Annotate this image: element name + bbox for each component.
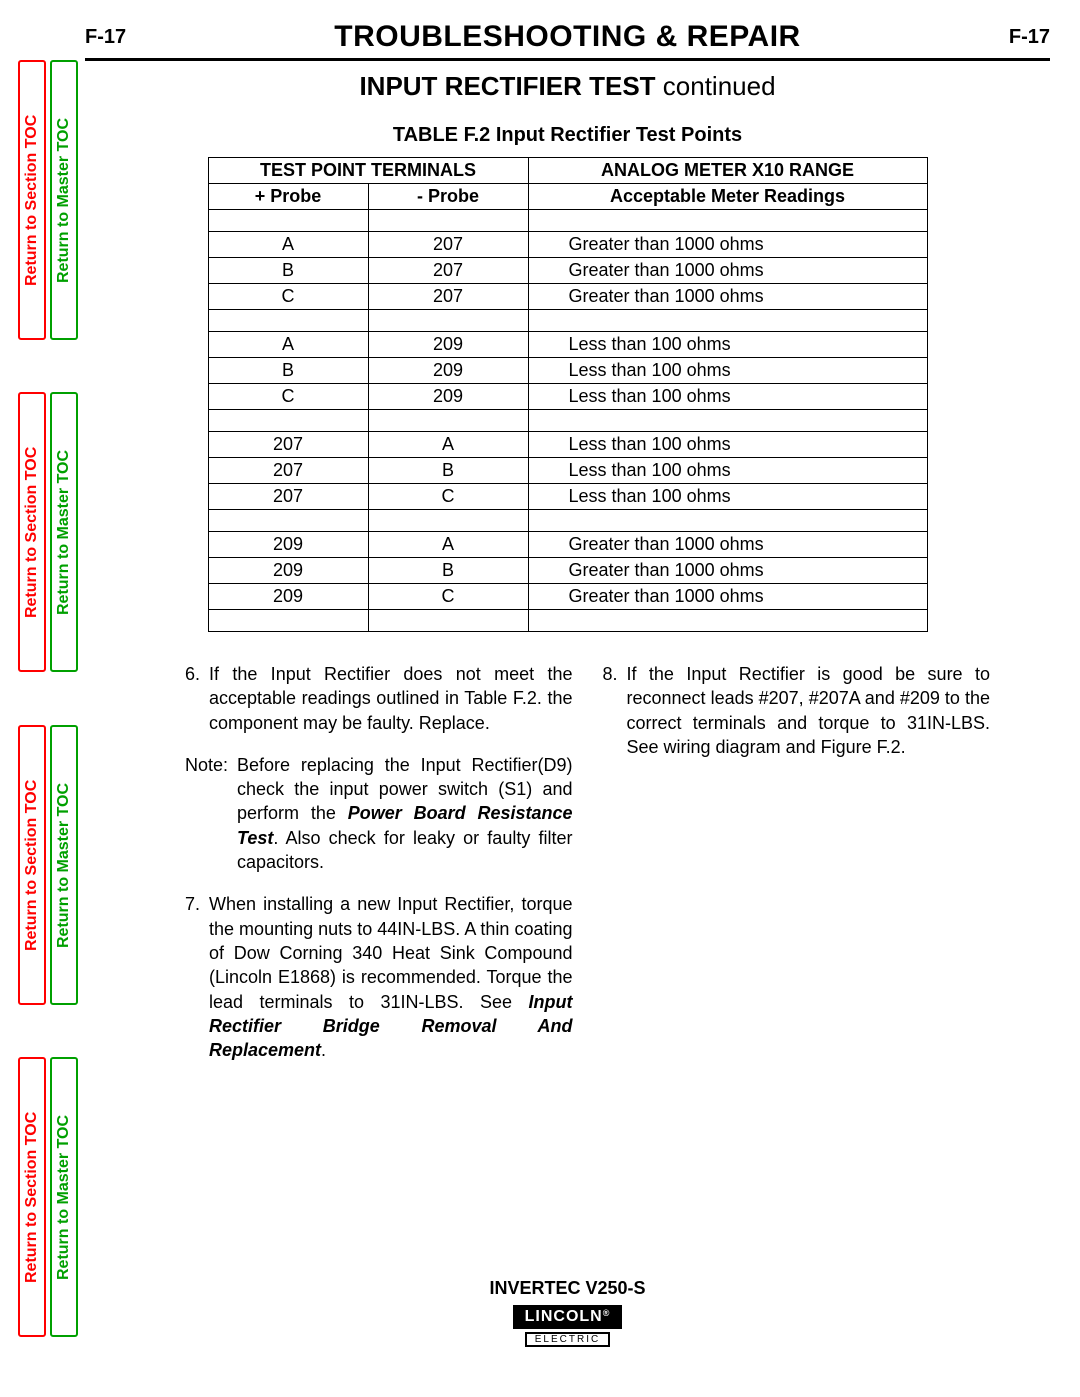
probe-plus: 209 <box>208 584 368 610</box>
probe-minus: 207 <box>368 258 528 284</box>
probe-minus: 209 <box>368 358 528 384</box>
page-number-left: F-17 <box>85 26 126 49</box>
table-row: C207Greater than 1000 ohms <box>208 284 927 310</box>
probe-minus: 209 <box>368 384 528 410</box>
step-number: 6. <box>185 662 209 735</box>
probe-plus: 209 <box>208 558 368 584</box>
meter-reading: Greater than 1000 ohms <box>528 584 927 610</box>
probe-plus: A <box>208 332 368 358</box>
logo-main: LINCOLN® <box>513 1305 623 1329</box>
note-block: Note: Before replacing the Input Rectifi… <box>185 753 573 874</box>
probe-plus: 207 <box>208 432 368 458</box>
probe-plus: C <box>208 284 368 310</box>
probe-plus: 207 <box>208 484 368 510</box>
probe-plus: B <box>208 258 368 284</box>
page-footer: INVERTEC V250-S LINCOLN® ELECTRIC <box>85 1278 1050 1347</box>
registered-icon: ® <box>603 1308 611 1318</box>
probe-minus: C <box>368 484 528 510</box>
meter-reading: Less than 100 ohms <box>528 432 927 458</box>
note-text: Before replacing the Input Rectifier(D9)… <box>237 753 573 874</box>
step-8: 8. If the Input Rectifier is good be sur… <box>603 662 991 759</box>
table-row: 209BGreater than 1000 ohms <box>208 558 927 584</box>
table-row: 207CLess than 100 ohms <box>208 484 927 510</box>
page-subtitle: INPUT RECTIFIER TEST continued <box>85 71 1050 102</box>
left-column: 6. If the Input Rectifier does not meet … <box>185 662 573 1080</box>
step-text: When installing a new Input Rectifier, t… <box>209 892 573 1062</box>
return-master-toc-link[interactable]: Return to Master TOC <box>50 725 78 1005</box>
table-row: 209CGreater than 1000 ohms <box>208 584 927 610</box>
table-header-group2: ANALOG METER X10 RANGE <box>528 158 927 184</box>
meter-reading: Less than 100 ohms <box>528 484 927 510</box>
return-section-toc-link[interactable]: Return to Section TOC <box>18 725 46 1005</box>
page-content: F-17 TROUBLESHOOTING & REPAIR F-17 INPUT… <box>85 20 1050 1377</box>
table-row: C209Less than 100 ohms <box>208 384 927 410</box>
return-master-toc-link[interactable]: Return to Master TOC <box>50 392 78 672</box>
step7-post: . <box>321 1040 326 1060</box>
step-number: 8. <box>603 662 627 759</box>
page-number-right: F-17 <box>1009 26 1050 49</box>
table-header-group1: TEST POINT TERMINALS <box>208 158 528 184</box>
probe-minus: 209 <box>368 332 528 358</box>
probe-plus: 209 <box>208 532 368 558</box>
section-toc-column: Return to Section TOC Return to Section … <box>18 0 46 1397</box>
step-6: 6. If the Input Rectifier does not meet … <box>185 662 573 735</box>
table-row: 209AGreater than 1000 ohms <box>208 532 927 558</box>
step-7: 7. When installing a new Input Rectifier… <box>185 892 573 1062</box>
probe-plus: B <box>208 358 368 384</box>
table-header-col1: + Probe <box>208 184 368 210</box>
table-row: A209Less than 100 ohms <box>208 332 927 358</box>
return-section-toc-link[interactable]: Return to Section TOC <box>18 1057 46 1337</box>
meter-reading: Greater than 1000 ohms <box>528 232 927 258</box>
probe-minus: C <box>368 584 528 610</box>
table-row: 207BLess than 100 ohms <box>208 458 927 484</box>
probe-plus: 207 <box>208 458 368 484</box>
probe-minus: B <box>368 458 528 484</box>
lincoln-logo: LINCOLN® ELECTRIC <box>85 1305 1050 1347</box>
table-row: 207ALess than 100 ohms <box>208 432 927 458</box>
note-post: . Also check for leaky or faulty filter … <box>237 828 573 872</box>
table-header-col3: Acceptable Meter Readings <box>528 184 927 210</box>
test-points-table: TEST POINT TERMINALS ANALOG METER X10 RA… <box>208 157 928 632</box>
return-section-toc-link[interactable]: Return to Section TOC <box>18 60 46 340</box>
step-text: If the Input Rectifier does not meet the… <box>209 662 573 735</box>
probe-minus: A <box>368 532 528 558</box>
probe-minus: B <box>368 558 528 584</box>
table-row: B209Less than 100 ohms <box>208 358 927 384</box>
side-navigation: Return to Section TOC Return to Section … <box>18 0 78 1397</box>
subtitle-main: INPUT RECTIFIER TEST <box>359 71 655 101</box>
table-row: A207Greater than 1000 ohms <box>208 232 927 258</box>
subtitle-continued: continued <box>656 71 776 101</box>
meter-reading: Less than 100 ohms <box>528 458 927 484</box>
return-master-toc-link[interactable]: Return to Master TOC <box>50 1057 78 1337</box>
note-label: Note: <box>185 753 237 874</box>
probe-plus: A <box>208 232 368 258</box>
meter-reading: Greater than 1000 ohms <box>528 532 927 558</box>
return-section-toc-link[interactable]: Return to Section TOC <box>18 392 46 672</box>
probe-minus: 207 <box>368 232 528 258</box>
section-title: TROUBLESHOOTING & REPAIR <box>334 20 800 54</box>
table-title: TABLE F.2 Input Rectifier Test Points <box>85 124 1050 147</box>
meter-reading: Greater than 1000 ohms <box>528 258 927 284</box>
probe-minus: 207 <box>368 284 528 310</box>
probe-plus: C <box>208 384 368 410</box>
meter-reading: Greater than 1000 ohms <box>528 284 927 310</box>
page-header: F-17 TROUBLESHOOTING & REPAIR F-17 <box>85 20 1050 61</box>
return-master-toc-link[interactable]: Return to Master TOC <box>50 60 78 340</box>
right-column: 8. If the Input Rectifier is good be sur… <box>603 662 991 1080</box>
meter-reading: Less than 100 ohms <box>528 332 927 358</box>
table-row: B207Greater than 1000 ohms <box>208 258 927 284</box>
probe-minus: A <box>368 432 528 458</box>
step7-pre: When installing a new Input Rectifier, t… <box>209 894 573 1011</box>
product-name: INVERTEC V250-S <box>85 1278 1050 1299</box>
step-text: If the Input Rectifier is good be sure t… <box>627 662 991 759</box>
instruction-columns: 6. If the Input Rectifier does not meet … <box>185 662 990 1080</box>
meter-reading: Greater than 1000 ohms <box>528 558 927 584</box>
logo-text: LINCOLN <box>525 1308 603 1325</box>
meter-reading: Less than 100 ohms <box>528 358 927 384</box>
meter-reading: Less than 100 ohms <box>528 384 927 410</box>
logo-sub: ELECTRIC <box>525 1332 610 1347</box>
table-header-col2: - Probe <box>368 184 528 210</box>
step-number: 7. <box>185 892 209 1062</box>
master-toc-column: Return to Master TOC Return to Master TO… <box>50 0 78 1397</box>
